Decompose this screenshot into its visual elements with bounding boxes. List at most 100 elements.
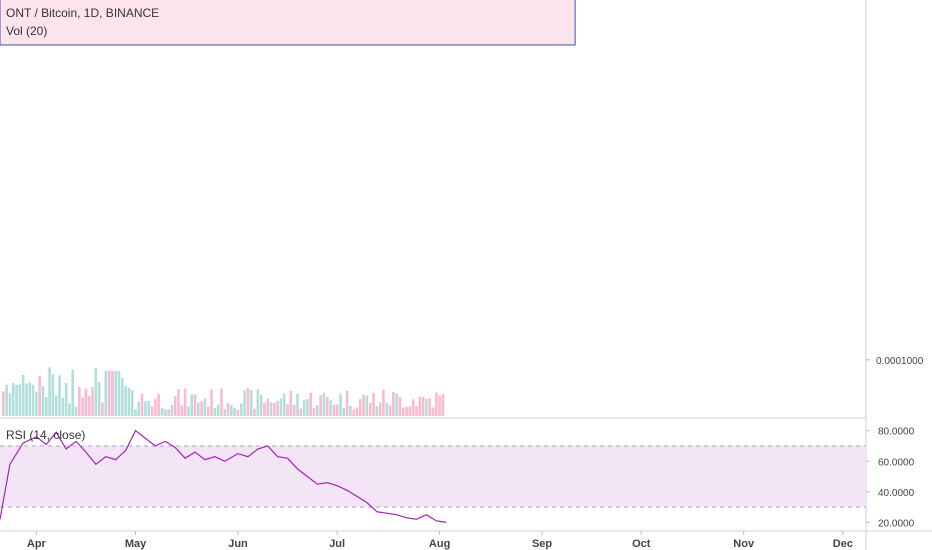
volume-bar bbox=[54, 395, 58, 416]
volume-bar bbox=[256, 389, 260, 416]
volume-bar bbox=[332, 404, 336, 416]
volume-bar bbox=[401, 407, 405, 416]
volume-bar bbox=[233, 407, 236, 416]
volume-bar bbox=[302, 400, 306, 416]
volume-bar bbox=[203, 398, 207, 416]
volume-bar bbox=[71, 369, 75, 416]
volume-bar bbox=[81, 397, 84, 416]
volume-bar bbox=[312, 408, 316, 416]
volume-bar bbox=[58, 375, 61, 416]
volume-bar bbox=[282, 393, 286, 416]
volume-bar bbox=[378, 402, 382, 416]
volume-bar bbox=[239, 403, 243, 416]
volume-bar bbox=[48, 367, 51, 416]
volume-bar bbox=[193, 394, 197, 416]
volume-bar bbox=[273, 402, 276, 416]
volume-bar bbox=[220, 388, 223, 416]
volume-bar bbox=[325, 397, 329, 416]
volume-bar bbox=[197, 402, 200, 416]
volume-bar bbox=[147, 400, 151, 416]
volume-bar bbox=[91, 387, 94, 416]
volume-bar bbox=[2, 391, 5, 416]
volume-bar bbox=[226, 403, 230, 416]
volume-bar bbox=[160, 407, 164, 416]
volume-bar bbox=[375, 406, 379, 416]
volume-bar bbox=[18, 384, 22, 416]
time-tick-label: Nov bbox=[733, 538, 755, 550]
volume-bar bbox=[213, 408, 217, 416]
volume-bar bbox=[120, 378, 124, 416]
volume-bar bbox=[206, 406, 210, 416]
volume-bar bbox=[299, 408, 303, 416]
volume-bar bbox=[316, 404, 319, 416]
volume-bar bbox=[137, 401, 141, 416]
volume-bar bbox=[157, 393, 160, 416]
volume-bar bbox=[87, 395, 91, 416]
volume-bar bbox=[94, 368, 98, 416]
volume-bar bbox=[236, 409, 240, 416]
time-tick-label: Sep bbox=[532, 538, 552, 550]
volume-bar bbox=[395, 393, 398, 416]
volume-bar bbox=[223, 408, 227, 416]
volume-bar bbox=[25, 383, 28, 416]
volume-bar bbox=[84, 388, 88, 416]
volume-bar bbox=[150, 406, 154, 416]
volume-bar bbox=[425, 398, 428, 416]
time-tick-label: Apr bbox=[27, 538, 47, 550]
volume-bar bbox=[130, 390, 134, 416]
volume-label: Vol (20) bbox=[6, 24, 48, 38]
rsi-band bbox=[0, 445, 866, 508]
volume-bar bbox=[411, 399, 415, 416]
volume-bar bbox=[187, 406, 190, 416]
volume-bar bbox=[8, 393, 12, 416]
volume-bar bbox=[61, 397, 65, 416]
volume-bar bbox=[78, 387, 81, 416]
volume-bar bbox=[127, 387, 131, 416]
volume-bar bbox=[216, 404, 220, 416]
volume-bar bbox=[111, 370, 114, 416]
time-tick-label: May bbox=[125, 538, 147, 550]
volume-bar bbox=[335, 404, 339, 416]
volume-bar bbox=[114, 370, 117, 416]
volume-bar bbox=[352, 409, 355, 416]
volume-bar bbox=[398, 396, 402, 416]
volume-bar bbox=[170, 404, 174, 416]
volume-bar bbox=[306, 399, 309, 416]
volume-bar bbox=[296, 393, 299, 416]
volume-bar bbox=[385, 403, 389, 416]
time-tick-label: Aug bbox=[429, 538, 450, 550]
rsi-tick-label: 60.0000 bbox=[878, 457, 915, 468]
rsi-tick-label: 80.0000 bbox=[878, 427, 915, 438]
volume-bar bbox=[438, 395, 441, 416]
volume-bar bbox=[134, 409, 137, 416]
volume-bar bbox=[101, 402, 104, 416]
volume-bar bbox=[362, 394, 365, 416]
volume-bar bbox=[15, 385, 18, 416]
time-tick-label: Oct bbox=[632, 538, 651, 550]
volume-bar bbox=[428, 398, 431, 416]
volume-bar bbox=[372, 393, 375, 416]
volume-bar bbox=[230, 405, 233, 416]
volume-bar bbox=[210, 389, 213, 416]
volume-bar bbox=[183, 388, 187, 416]
volume-bar bbox=[392, 392, 395, 416]
volume-bar bbox=[329, 400, 332, 416]
volume-bar bbox=[355, 407, 359, 416]
volume-bar bbox=[140, 393, 144, 416]
volume-bar bbox=[309, 392, 313, 416]
volume-bar bbox=[405, 406, 408, 416]
time-tick-label: Jun bbox=[228, 538, 248, 550]
volume-bar bbox=[418, 397, 422, 416]
time-tick-label: Jul bbox=[329, 538, 345, 550]
annotation-rectangle bbox=[0, 0, 576, 46]
volume-bar bbox=[259, 394, 263, 416]
volume-bar bbox=[167, 409, 170, 416]
volume-bar bbox=[292, 405, 296, 416]
volume-bar bbox=[345, 390, 349, 416]
volume-bar bbox=[11, 383, 15, 416]
volume-bar bbox=[263, 402, 266, 416]
volume-bar bbox=[144, 401, 147, 416]
volume-bar bbox=[68, 403, 71, 416]
volume-bar bbox=[107, 370, 111, 416]
